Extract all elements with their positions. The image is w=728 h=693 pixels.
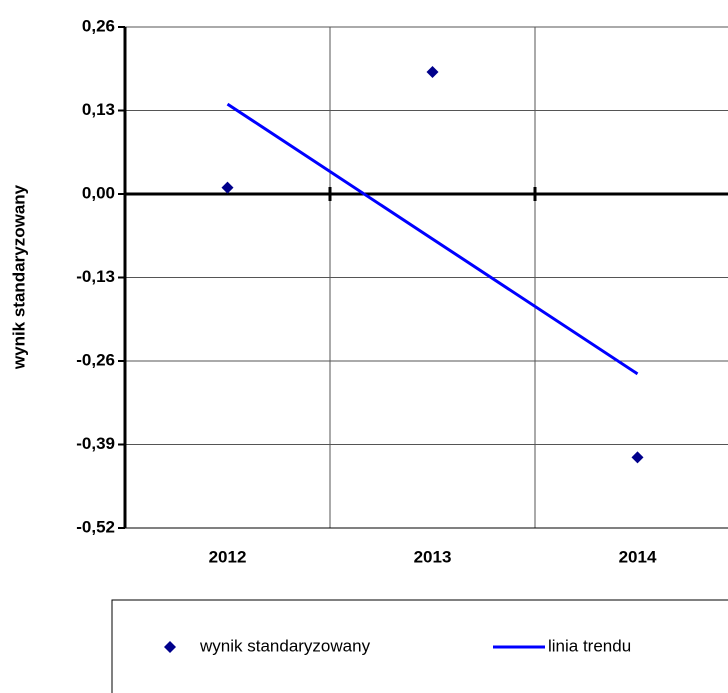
y-tick-label: 0,00 — [82, 183, 115, 202]
marker — [426, 65, 439, 78]
x-tick-label: 2013 — [414, 547, 452, 566]
y-axis-label: wynik standaryzowany — [9, 184, 28, 370]
x-tick-label: 2012 — [209, 547, 247, 566]
y-tick-label: -0,26 — [76, 350, 115, 369]
legend-box — [111, 599, 728, 693]
y-tick-label: -0,52 — [76, 517, 115, 536]
legend-label: linia trendu — [548, 636, 631, 655]
y-tick-label: 0,13 — [82, 100, 115, 119]
y-tick-label: -0,39 — [76, 434, 115, 453]
y-tick-label: 0,26 — [82, 16, 115, 35]
legend-label: wynik standaryzowany — [199, 636, 371, 655]
marker — [631, 451, 644, 464]
x-tick-label: 2014 — [619, 547, 657, 566]
trend-line — [226, 102, 639, 376]
legend-marker — [164, 641, 176, 653]
y-tick-label: -0,13 — [76, 267, 115, 286]
marker — [221, 181, 234, 194]
